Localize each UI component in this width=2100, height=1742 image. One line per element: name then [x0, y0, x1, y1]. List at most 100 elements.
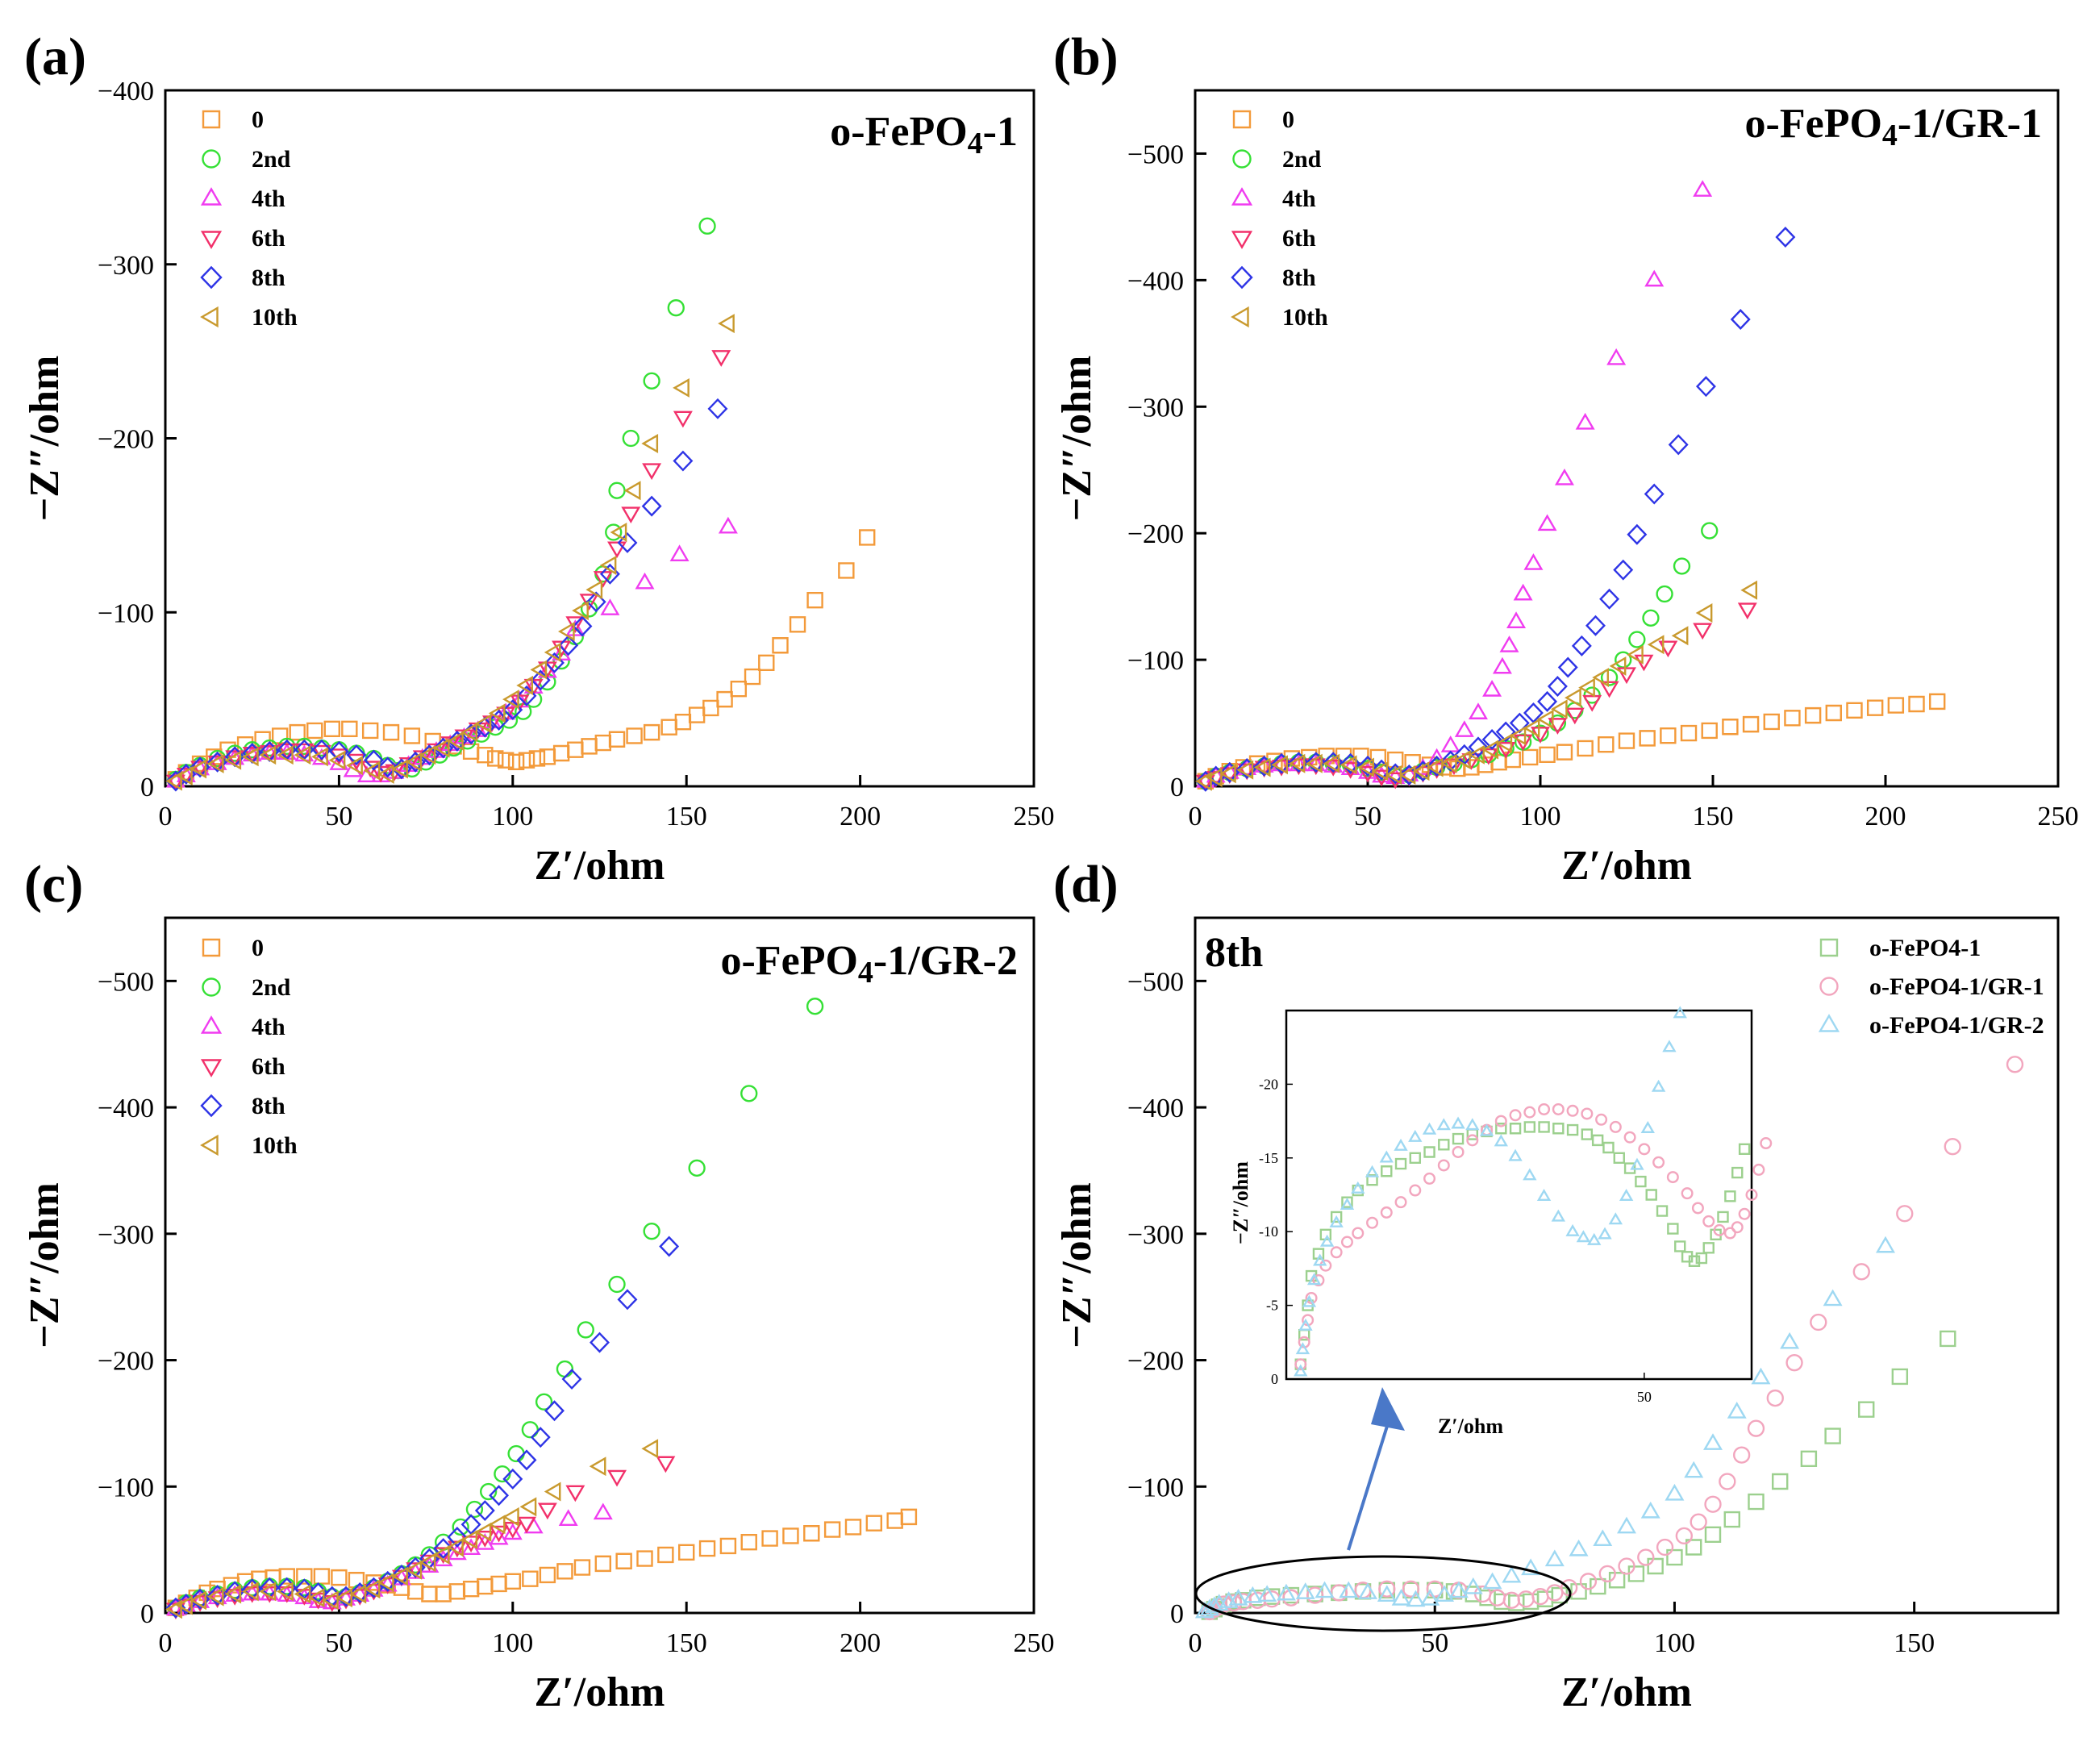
x-tick-label: 150: [1693, 802, 1734, 831]
legend-entry: o-FePO4-1/GR-1: [1819, 973, 2044, 1000]
data-point: [537, 1502, 557, 1520]
legend-label: 4th: [252, 1014, 285, 1040]
panel-letter: (a): [24, 27, 86, 86]
inset-data-point: [1466, 1134, 1479, 1147]
legend-marker: [1232, 149, 1252, 169]
inset-data-point: [1438, 1139, 1450, 1151]
inset-data-point: [1667, 1223, 1679, 1235]
data-point: [1613, 559, 1634, 581]
data-point: [259, 1582, 277, 1602]
data-point: [335, 1588, 352, 1608]
legend-marker: [202, 938, 221, 957]
zoom-arrow-head: [1371, 1387, 1405, 1431]
data-point: [1544, 1549, 1565, 1567]
legend-entry: o-FePO4-1/GR-2: [1818, 1012, 2044, 1039]
data-point: [206, 753, 224, 773]
data-point: [1236, 760, 1254, 780]
y-tick-label: −300: [1127, 393, 1184, 423]
data-point: [1477, 756, 1494, 773]
data-point: [364, 749, 384, 771]
data-point: [539, 748, 556, 765]
data-point: [844, 1519, 862, 1536]
legend-entry: 8th: [1231, 265, 1316, 291]
data-point: [859, 529, 876, 546]
inset-data-point: [1738, 1207, 1751, 1220]
legend-marker: [200, 1134, 219, 1156]
data-point: [176, 766, 193, 786]
inset-data-point: [1437, 1159, 1450, 1172]
data-point: [1675, 1527, 1693, 1545]
x-tick-label: 200: [1865, 802, 1906, 831]
data-point: [1378, 1580, 1396, 1598]
y-tick-label: −400: [98, 77, 154, 106]
data-point: [669, 544, 690, 562]
inset-y-axis-label: −Z″/ohm: [1229, 1161, 1252, 1244]
data-point: [758, 654, 775, 672]
data-point: [507, 1444, 525, 1463]
legend-marker: [200, 231, 223, 249]
data-point: [1723, 1511, 1740, 1528]
data-point: [1513, 583, 1533, 601]
data-point: [656, 1456, 676, 1473]
data-point: [1891, 1368, 1909, 1386]
data-point: [522, 1570, 539, 1587]
data-point: [552, 640, 572, 658]
data-point: [1582, 694, 1602, 712]
data-point: [608, 481, 626, 499]
data-point: [565, 1485, 585, 1502]
inset-data-point: [1479, 1123, 1494, 1136]
x-tick-label: 250: [1014, 1628, 1055, 1658]
data-point: [1627, 644, 1644, 665]
y-tick-label: 0: [1170, 1599, 1184, 1629]
data-point: [590, 1332, 610, 1353]
data-point: [1866, 699, 1884, 716]
data-point: [1195, 771, 1212, 791]
data-point: [241, 1582, 259, 1602]
series-10th: [165, 1439, 659, 1619]
legend-label: 2nd: [1282, 146, 1322, 173]
inset-data-point: [1306, 1273, 1322, 1286]
data-point: [363, 761, 381, 781]
data-point: [311, 747, 328, 767]
data-point: [1598, 736, 1615, 753]
x-tick-label: 150: [666, 802, 707, 831]
data-point: [1656, 1538, 1674, 1557]
data-point: [667, 299, 685, 317]
data-point: [558, 635, 579, 656]
data-point: [328, 740, 349, 762]
legend-entry: 6th: [200, 225, 285, 252]
data-point: [311, 744, 331, 762]
data-point: [1523, 718, 1540, 738]
data-point: [465, 1500, 484, 1519]
data-point: [481, 715, 502, 732]
data-point: [707, 398, 728, 419]
inset-data-point: [1508, 1148, 1523, 1161]
legend-marker: [200, 1059, 223, 1077]
y-tick-label: −200: [1127, 1347, 1184, 1377]
data-point: [1565, 688, 1581, 708]
legend-marker: [202, 977, 221, 997]
data-point: [1194, 1601, 1215, 1619]
data-point: [623, 481, 641, 501]
data-point: [1887, 697, 1905, 714]
legend-label: 4th: [1282, 185, 1316, 212]
data-point: [643, 372, 660, 390]
y-tick-label: 0: [140, 1599, 154, 1629]
panel-b: (b) 0 50 100 150 200 250 0 −100 −200 −300 −400 −500 Z…: [1053, 27, 2079, 889]
data-point: [740, 1085, 758, 1102]
inset-data-point: [1566, 1123, 1579, 1136]
inset-data-point: [1681, 1187, 1694, 1200]
panel-a: (a) 0 50 100 150 200 250 0 −100 −200 −300 −400 Z′/oh…: [22, 27, 1055, 889]
data-point: [277, 743, 297, 761]
y-tick-label: −100: [98, 1473, 154, 1502]
legend-label: 0: [252, 935, 264, 961]
title-rest: -1: [983, 109, 1018, 155]
inset-data-point: [1536, 1189, 1552, 1202]
data-point: [1639, 730, 1656, 747]
data-point: [1548, 714, 1567, 732]
legend-label: o-FePO4-1/GR-2: [1869, 1012, 2044, 1039]
data-point: [1685, 1539, 1702, 1556]
data-point: [557, 622, 575, 641]
data-point: [323, 720, 340, 738]
legend-label: 8th: [252, 1093, 285, 1119]
